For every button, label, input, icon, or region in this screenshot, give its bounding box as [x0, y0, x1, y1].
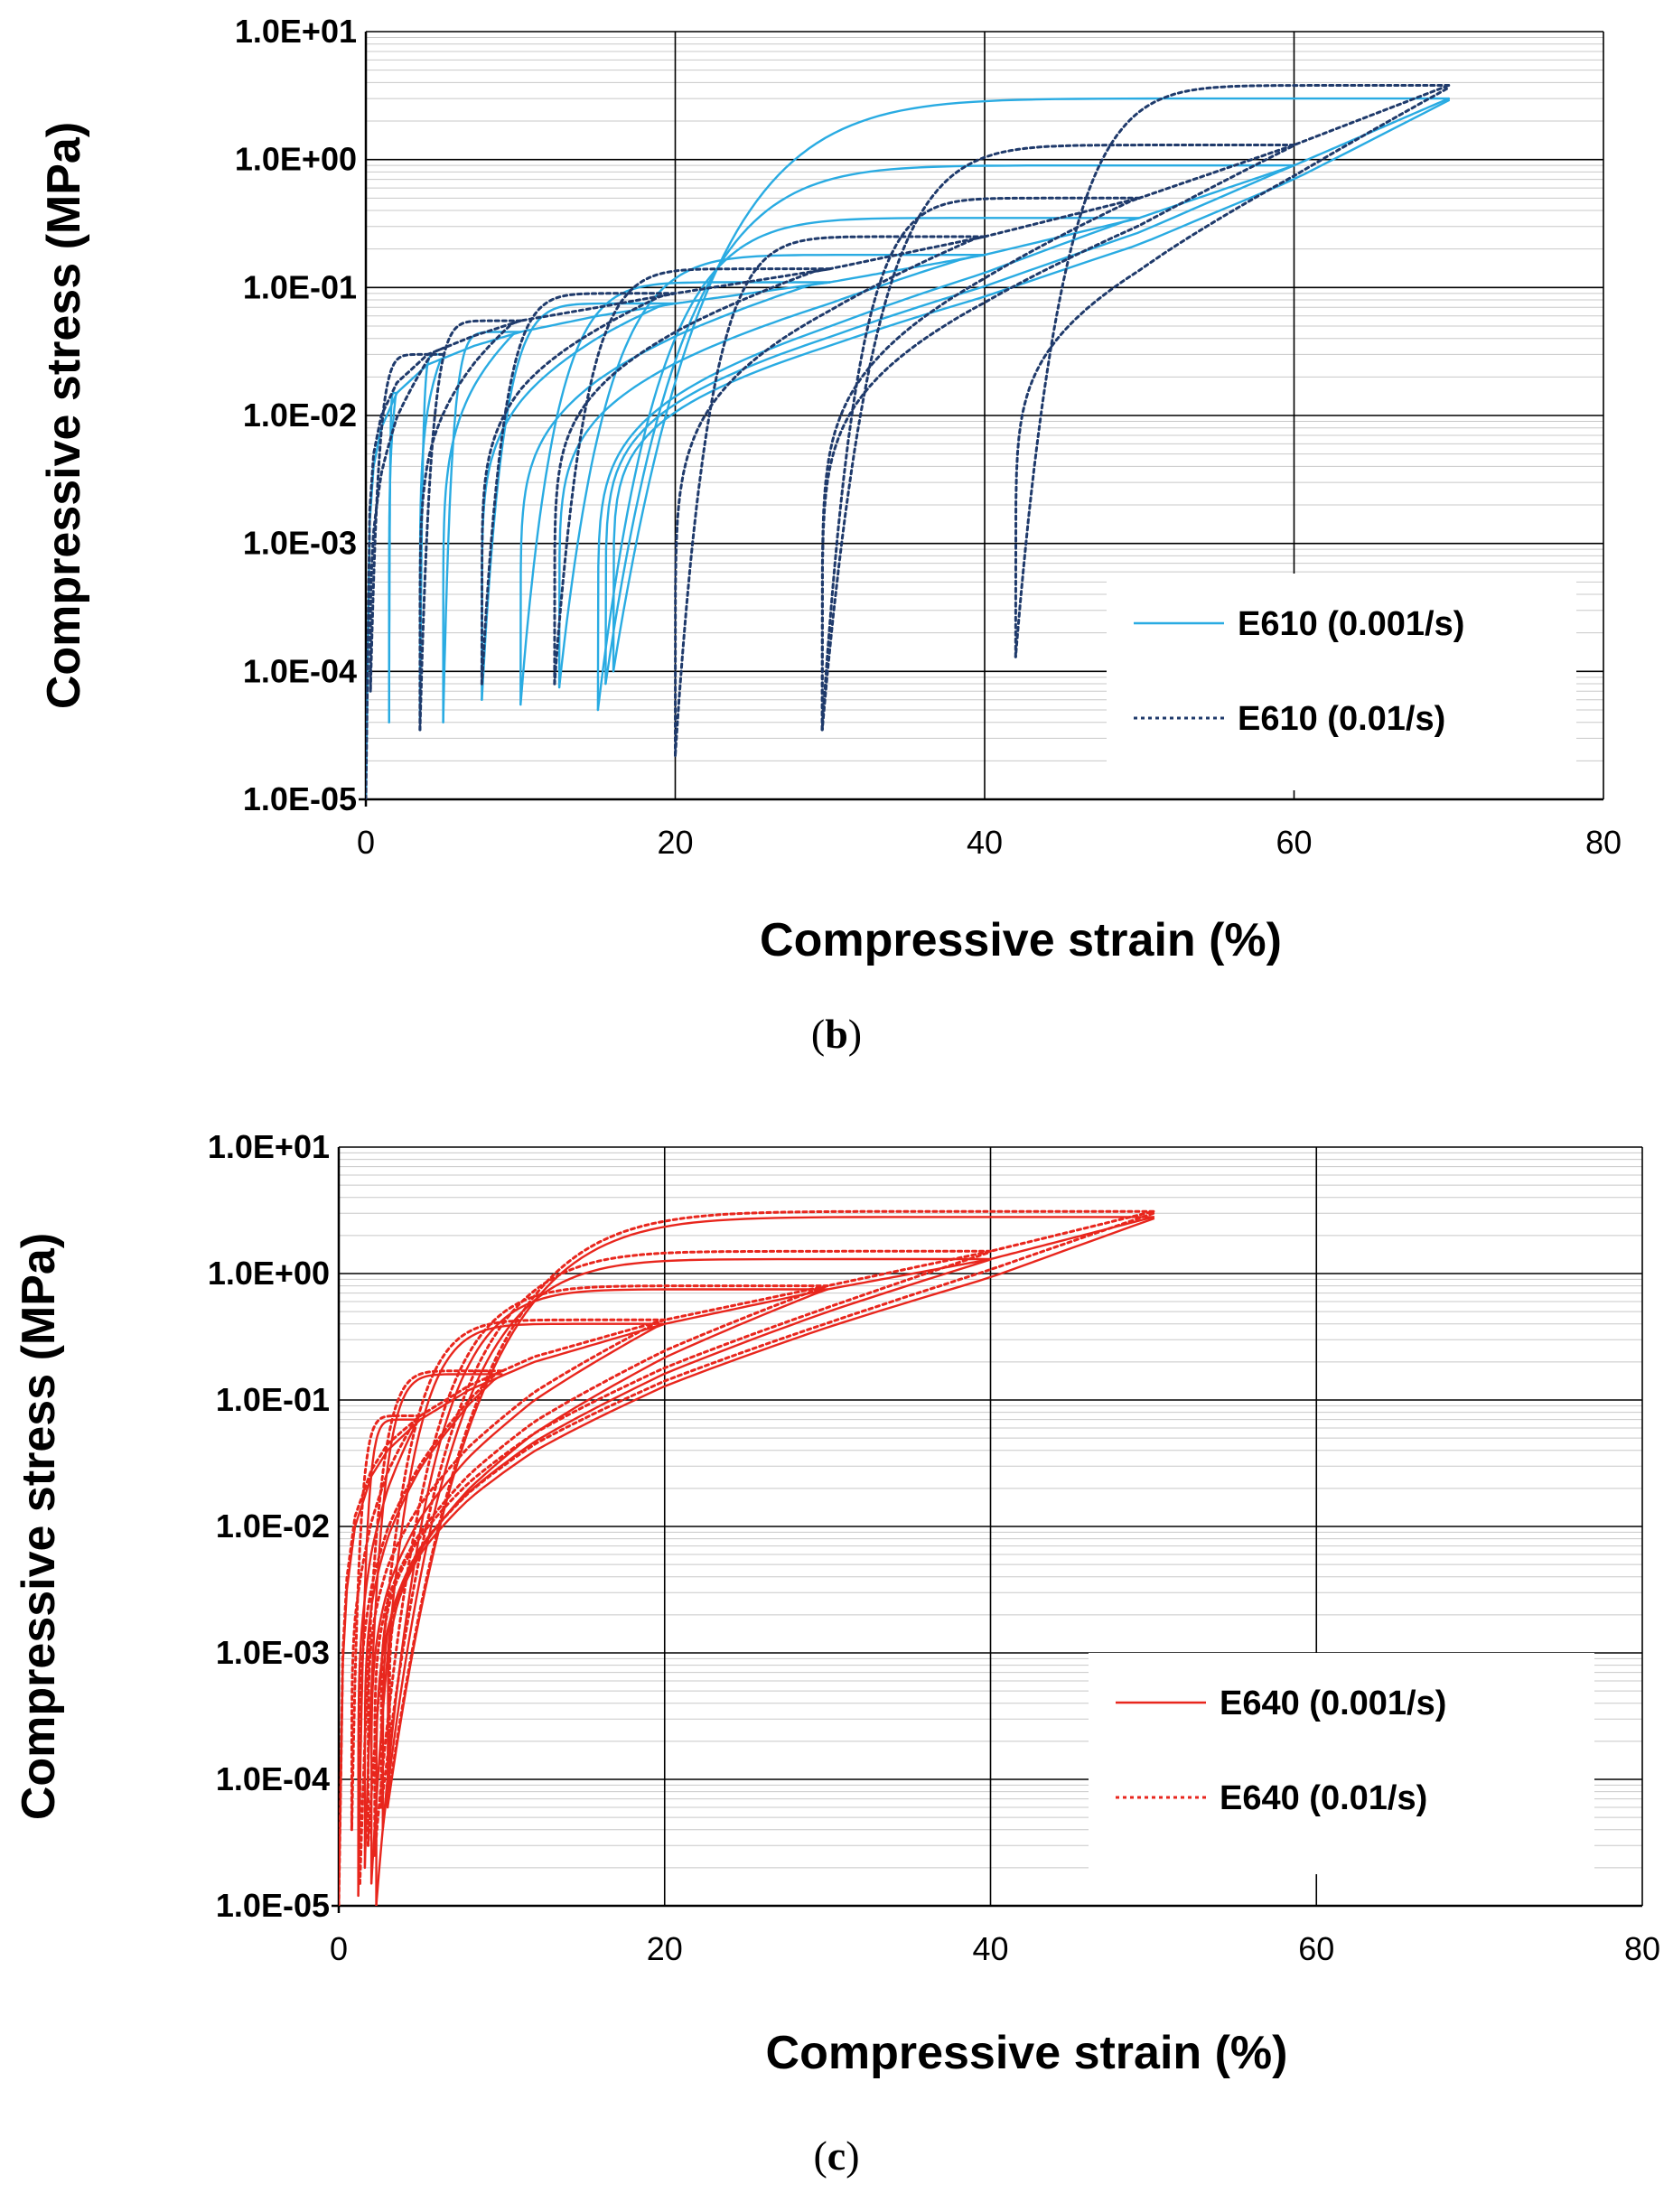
unloading-curve [519, 281, 831, 706]
unloading-curve [373, 1284, 829, 1857]
reloading-curve [481, 302, 677, 701]
curves-b [366, 84, 1451, 799]
y-tick-label: 1.0E+00 [235, 141, 357, 178]
legend-b: E610 (0.001/s) E610 (0.01/s) [1107, 574, 1576, 790]
loading-curve [339, 1209, 1155, 1906]
series-2 [366, 84, 1451, 799]
loading-curve [366, 97, 1451, 799]
unloading-curve [612, 97, 1451, 673]
legend-box [1089, 1653, 1594, 1874]
y-tick-label: 1.0E-03 [216, 1634, 330, 1671]
reloading-curve [357, 1418, 422, 1898]
y-tick-label: 1.0E-05 [243, 780, 357, 817]
reloading-curve [418, 357, 444, 723]
series-1 [366, 97, 1451, 799]
unloading-curve [553, 267, 832, 686]
reloading-curve [1014, 86, 1451, 658]
legend-label: E640 (0.001/s) [1220, 1685, 1446, 1722]
series-1 [339, 1216, 1155, 1906]
legend-label: E640 (0.01/s) [1220, 1779, 1427, 1817]
unloading-curve [369, 1322, 666, 1885]
x-axis-title: Compressive strain (%) [760, 914, 1282, 966]
reloading-curve [480, 292, 677, 686]
reloading-curve [674, 235, 986, 757]
y-tick-label: 1.0E-05 [216, 1887, 330, 1924]
curves-c [339, 1209, 1155, 1906]
reloading-curve [604, 163, 1295, 686]
series-2 [339, 1209, 1155, 1906]
panel-label-b: (b) [810, 1011, 863, 1057]
loading-curve [366, 84, 1451, 799]
unloading-curve [820, 144, 1295, 732]
reloading-curve [388, 1211, 1155, 1794]
reloading-curve [350, 1414, 422, 1832]
x-tick-label: 20 [657, 824, 693, 861]
y-tick-label: 1.0E-03 [243, 525, 357, 562]
reloading-curve [379, 1250, 992, 1809]
reloading-curve [820, 144, 1295, 732]
y-axis-title: Compressive stress (MPa) [13, 1233, 65, 1820]
unloading-curve [820, 196, 1141, 732]
reloading-curve [442, 331, 522, 723]
reloading-curve [596, 217, 1141, 712]
x-tick-label: 20 [647, 1930, 683, 1967]
unloading-curve [674, 235, 986, 757]
x-tick-label: 60 [1298, 1930, 1334, 1967]
chart-c: 1.0E-05 1.0E-04 1.0E-03 1.0E-02 1.0E-01 1.0E+… [13, 1128, 1660, 2079]
reloading-curve [612, 98, 1451, 673]
legend-label: E610 (0.001/s) [1238, 605, 1464, 643]
unloading-curve [418, 319, 522, 732]
legend-c: E640 (0.001/s) E640 (0.01/s) [1089, 1653, 1594, 1874]
y-tick-label: 1.0E+01 [235, 13, 357, 50]
y-tick-label: 1.0E-01 [216, 1381, 330, 1418]
y-tick-label: 1.0E-02 [243, 397, 357, 434]
unloading-curve [363, 1373, 503, 1870]
reloading-curve [367, 1318, 667, 1847]
unloading-curve [350, 1414, 422, 1832]
reloading-curve [553, 267, 832, 686]
unloading-curve [358, 1369, 503, 1885]
panel-label-c: (c) [813, 2133, 860, 2179]
x-tick-label: 0 [330, 1930, 348, 1967]
y-tick-label: 1.0E+01 [208, 1128, 330, 1165]
x-tick-label: 40 [967, 824, 1003, 861]
y-tick-label: 1.0E-04 [243, 652, 357, 689]
reloading-curve [820, 196, 1141, 732]
unloading-curve [604, 163, 1295, 686]
unloading-curve [388, 1209, 1155, 1794]
unloading-curve [375, 1288, 829, 1906]
chart-b: 1.0E-05 1.0E-04 1.0E-03 1.0E-02 1.0E-01 1.0E+… [38, 13, 1622, 966]
reloading-curve [418, 319, 522, 732]
unloading-curve [442, 331, 522, 723]
x-tick-label: 80 [1624, 1930, 1660, 1967]
reloading-curve [386, 1218, 1155, 1809]
y-tick-label: 1.0E-04 [216, 1760, 330, 1797]
unloading-curve [557, 254, 986, 689]
reloading-curve [373, 1284, 829, 1857]
x-tick-label: 0 [357, 824, 375, 861]
x-tick-label: 40 [972, 1930, 1008, 1967]
unloading-curve [369, 352, 445, 693]
y-axis-title: Compressive stress (MPa) [38, 122, 90, 709]
x-tick-label: 60 [1276, 824, 1312, 861]
y-tick-label: 1.0E-02 [216, 1507, 330, 1545]
unloading-curve [480, 292, 677, 686]
reloading-curve [519, 281, 831, 706]
legend-box [1107, 574, 1576, 790]
legend-label: E610 (0.01/s) [1238, 700, 1445, 738]
x-tick-label: 80 [1585, 824, 1622, 861]
y-tick-label: 1.0E+00 [208, 1255, 330, 1292]
reloading-curve [388, 391, 398, 723]
unloading-curve [1014, 84, 1451, 658]
y-tick-label: 1.0E-01 [243, 268, 357, 305]
x-axis-title: Compressive strain (%) [766, 2027, 1288, 2079]
reloading-curve [369, 347, 445, 693]
unloading-curve [379, 1249, 992, 1809]
